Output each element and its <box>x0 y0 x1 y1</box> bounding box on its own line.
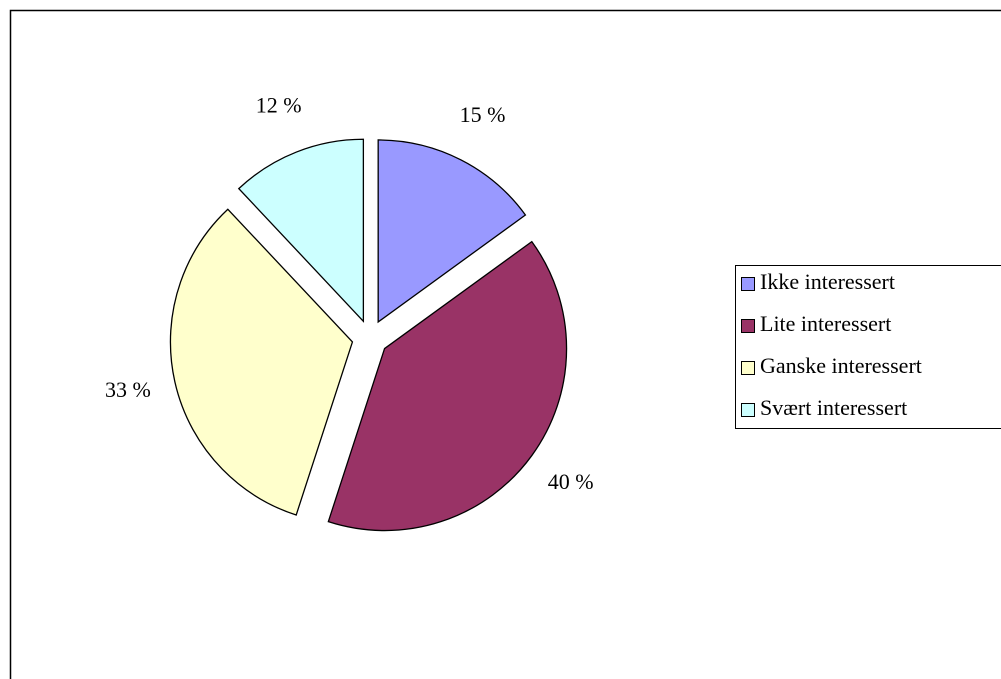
legend-box <box>735 265 1001 429</box>
legend-label: Svært interessert <box>760 395 907 420</box>
pie-slice <box>169 208 354 516</box>
data-label: 40 % <box>548 469 594 494</box>
data-label: 12 % <box>256 92 302 117</box>
data-label: 33 % <box>105 377 151 402</box>
legend-label: Ikke interessert <box>760 269 895 294</box>
data-label: 15 % <box>460 102 506 127</box>
legend-label: Ganske interessert <box>760 353 922 378</box>
pie-slice <box>327 240 568 532</box>
legend-label: Lite interessert <box>760 311 891 336</box>
pie-slice <box>377 139 527 324</box>
legend-swatch <box>741 277 755 291</box>
legend-swatch <box>741 319 755 333</box>
legend-swatch <box>741 361 755 375</box>
legend-swatch <box>741 403 755 417</box>
pie-slice <box>237 138 365 323</box>
